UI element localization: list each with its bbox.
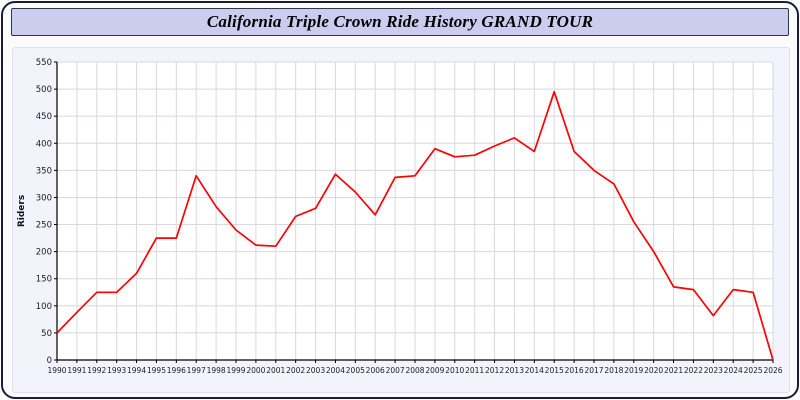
svg-text:2012: 2012 bbox=[485, 366, 504, 375]
svg-text:2020: 2020 bbox=[644, 366, 663, 375]
y-axis: 0 50 100 150 200 250 300 350 400 450 500 550 bbox=[36, 58, 57, 366]
svg-text:1996: 1996 bbox=[167, 366, 186, 375]
svg-text:2024: 2024 bbox=[724, 366, 743, 375]
svg-text:1990: 1990 bbox=[47, 366, 66, 375]
svg-text:2025: 2025 bbox=[744, 366, 763, 375]
svg-text:2019: 2019 bbox=[624, 366, 643, 375]
svg-text:100: 100 bbox=[36, 302, 52, 312]
chart-panel: 0 50 100 150 200 250 300 350 400 450 500 550 1990 199… bbox=[12, 47, 790, 393]
svg-text:2006: 2006 bbox=[366, 366, 385, 375]
svg-text:2017: 2017 bbox=[584, 366, 603, 375]
svg-text:2005: 2005 bbox=[346, 366, 365, 375]
y-axis-label: Riders bbox=[17, 195, 27, 227]
svg-text:2018: 2018 bbox=[604, 366, 623, 375]
svg-text:2009: 2009 bbox=[425, 366, 444, 375]
svg-text:300: 300 bbox=[36, 193, 52, 203]
svg-text:550: 550 bbox=[36, 58, 52, 68]
svg-text:2010: 2010 bbox=[445, 366, 464, 375]
svg-text:2015: 2015 bbox=[545, 366, 564, 375]
svg-text:50: 50 bbox=[41, 329, 52, 339]
svg-text:2008: 2008 bbox=[405, 366, 424, 375]
svg-text:2026: 2026 bbox=[763, 366, 782, 375]
svg-text:400: 400 bbox=[36, 139, 52, 149]
svg-text:150: 150 bbox=[36, 275, 52, 285]
svg-text:1999: 1999 bbox=[226, 366, 245, 375]
svg-text:0: 0 bbox=[47, 356, 52, 366]
svg-text:1992: 1992 bbox=[87, 366, 106, 375]
svg-text:1991: 1991 bbox=[67, 366, 86, 375]
svg-text:2013: 2013 bbox=[505, 366, 524, 375]
svg-text:350: 350 bbox=[36, 166, 52, 176]
svg-text:2001: 2001 bbox=[266, 366, 285, 375]
svg-text:1998: 1998 bbox=[207, 366, 226, 375]
svg-text:1997: 1997 bbox=[187, 366, 206, 375]
svg-text:2000: 2000 bbox=[246, 366, 265, 375]
svg-text:450: 450 bbox=[36, 112, 52, 122]
svg-text:2016: 2016 bbox=[565, 366, 584, 375]
svg-text:2007: 2007 bbox=[386, 366, 405, 375]
svg-text:250: 250 bbox=[36, 221, 52, 231]
svg-text:1995: 1995 bbox=[147, 366, 166, 375]
svg-text:500: 500 bbox=[36, 85, 52, 95]
x-axis: 1990 1991 1992 1993 1994 1995 1996 1997 1998 1999… bbox=[47, 360, 783, 375]
svg-text:2004: 2004 bbox=[326, 366, 345, 375]
svg-text:200: 200 bbox=[36, 248, 52, 258]
svg-text:2002: 2002 bbox=[286, 366, 305, 375]
svg-text:2021: 2021 bbox=[664, 366, 683, 375]
svg-text:1993: 1993 bbox=[107, 366, 126, 375]
grid bbox=[56, 61, 774, 361]
svg-text:2011: 2011 bbox=[465, 366, 484, 375]
svg-text:2014: 2014 bbox=[525, 366, 544, 375]
svg-text:1994: 1994 bbox=[127, 366, 146, 375]
svg-text:2022: 2022 bbox=[684, 366, 703, 375]
svg-text:2023: 2023 bbox=[704, 366, 723, 375]
page-title: California Triple Crown Ride History GRA… bbox=[206, 12, 594, 31]
title-bar: California Triple Crown Ride History GRA… bbox=[11, 8, 789, 36]
svg-text:2003: 2003 bbox=[306, 366, 325, 375]
data-line bbox=[56, 90, 774, 361]
